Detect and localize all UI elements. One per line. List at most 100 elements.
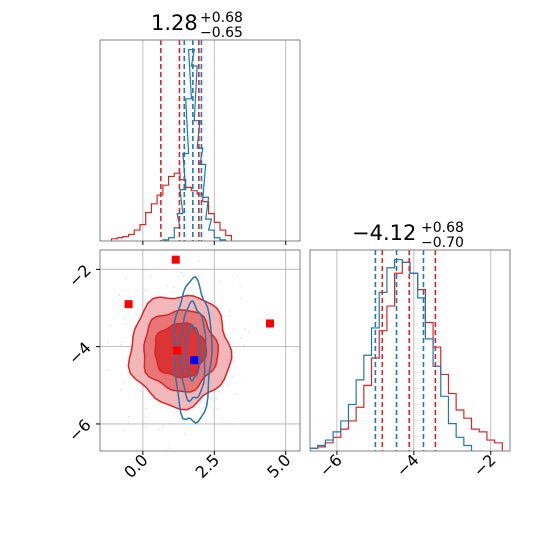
sample-point [232, 423, 235, 425]
sample-point [129, 296, 131, 299]
sample-point [109, 324, 111, 327]
sample-point [158, 428, 160, 431]
sample-point [172, 286, 175, 289]
sample-point [200, 400, 203, 403]
sample-point [239, 285, 241, 288]
sample-point [232, 328, 235, 331]
title-upper-error: +0.68 [421, 220, 464, 236]
title-value: −4.12 [352, 221, 416, 245]
red-square-marker [173, 346, 182, 355]
sample-point [183, 432, 186, 435]
axes-frame [309, 249, 511, 452]
sample-point [198, 260, 200, 262]
quantile-lines [374, 250, 437, 451]
sample-point [205, 297, 207, 300]
sample-point [234, 360, 236, 362]
sample-point [135, 289, 138, 292]
sample-point [166, 284, 168, 287]
sample-point [217, 391, 220, 393]
sample-point [247, 330, 250, 333]
sample-point [182, 275, 185, 277]
sample-point [233, 244, 235, 246]
sample-point [231, 376, 234, 379]
red-square-marker [124, 300, 133, 309]
sample-point [228, 310, 231, 312]
contours-and-samples [35, 244, 295, 450]
title-upper-error: +0.68 [200, 10, 243, 26]
y-tick-label: −2 [65, 261, 95, 291]
sample-point [235, 345, 238, 348]
x-tick-label: 2.5 [192, 450, 223, 481]
sample-point [112, 345, 115, 348]
sample-point [212, 408, 215, 411]
sample-point [81, 367, 83, 369]
sample-point [120, 388, 123, 391]
sample-point [194, 279, 197, 282]
y-tick-label: −4 [65, 338, 95, 368]
sample-point [145, 425, 147, 428]
blue-histogram [310, 258, 473, 451]
sample-point [209, 405, 211, 408]
sample-point [135, 313, 137, 315]
x-tick-label: −2 [469, 450, 499, 480]
axes-frame [99, 39, 301, 242]
sample-point [145, 416, 148, 419]
sample-point [122, 341, 124, 343]
sample-point [215, 398, 218, 400]
title-value: 1.28 [151, 11, 198, 35]
grid [336, 250, 492, 451]
sample-point [123, 429, 125, 432]
x-tick-label: −6 [316, 450, 346, 480]
sample-point [169, 422, 171, 425]
sample-point [172, 290, 175, 293]
sample-point [220, 417, 223, 419]
sample-point [145, 407, 147, 410]
sample-point [146, 269, 148, 271]
sample-point [125, 277, 127, 280]
sample-point [292, 349, 295, 351]
marginal-panel-param-1: 1.28 +0.68 −0.65 [99, 10, 301, 245]
red-histogram [110, 172, 233, 241]
sample-point [180, 272, 183, 274]
x-ticks [142, 241, 287, 245]
red-square-marker [171, 255, 180, 264]
sample-point [240, 297, 242, 299]
sample-point [167, 447, 170, 450]
sample-point [123, 380, 126, 383]
sample-point [124, 318, 126, 321]
sample-point [229, 315, 231, 318]
sample-point [120, 344, 123, 346]
title-lower-error: −0.70 [421, 235, 464, 251]
sample-point [118, 294, 121, 296]
sample-point [128, 353, 130, 355]
sample-point [127, 370, 129, 372]
x-tick-label: −4 [393, 450, 423, 480]
x-tick-label: 0.0 [120, 450, 151, 481]
sample-point [106, 342, 109, 344]
title-lower-error: −0.65 [200, 25, 243, 41]
grid [142, 40, 287, 241]
sample-point [217, 408, 220, 410]
sample-point [127, 421, 130, 423]
sample-point [139, 390, 142, 392]
sample-point [145, 288, 147, 291]
sample-point [244, 328, 246, 330]
sample-point [134, 324, 136, 327]
sample-point [231, 359, 234, 362]
sample-point [125, 322, 127, 325]
joint-panel: 0.0 2.5 5.0 −2 −4 −6 [35, 244, 301, 482]
marginal-panel-param-2: −6 −4 −2 −4.12 +0.68 −0.70 [309, 220, 511, 481]
sample-point [35, 304, 37, 306]
sample-point [128, 415, 130, 418]
sample-point [234, 393, 237, 395]
sample-point [122, 304, 125, 307]
axes-frame [99, 249, 301, 452]
sample-point [107, 369, 109, 371]
red-square-marker [266, 319, 274, 328]
sample-point [95, 360, 97, 362]
blue-square-marker [190, 356, 199, 365]
sample-point [209, 397, 212, 399]
plot-area [100, 40, 300, 241]
histograms [310, 258, 503, 451]
